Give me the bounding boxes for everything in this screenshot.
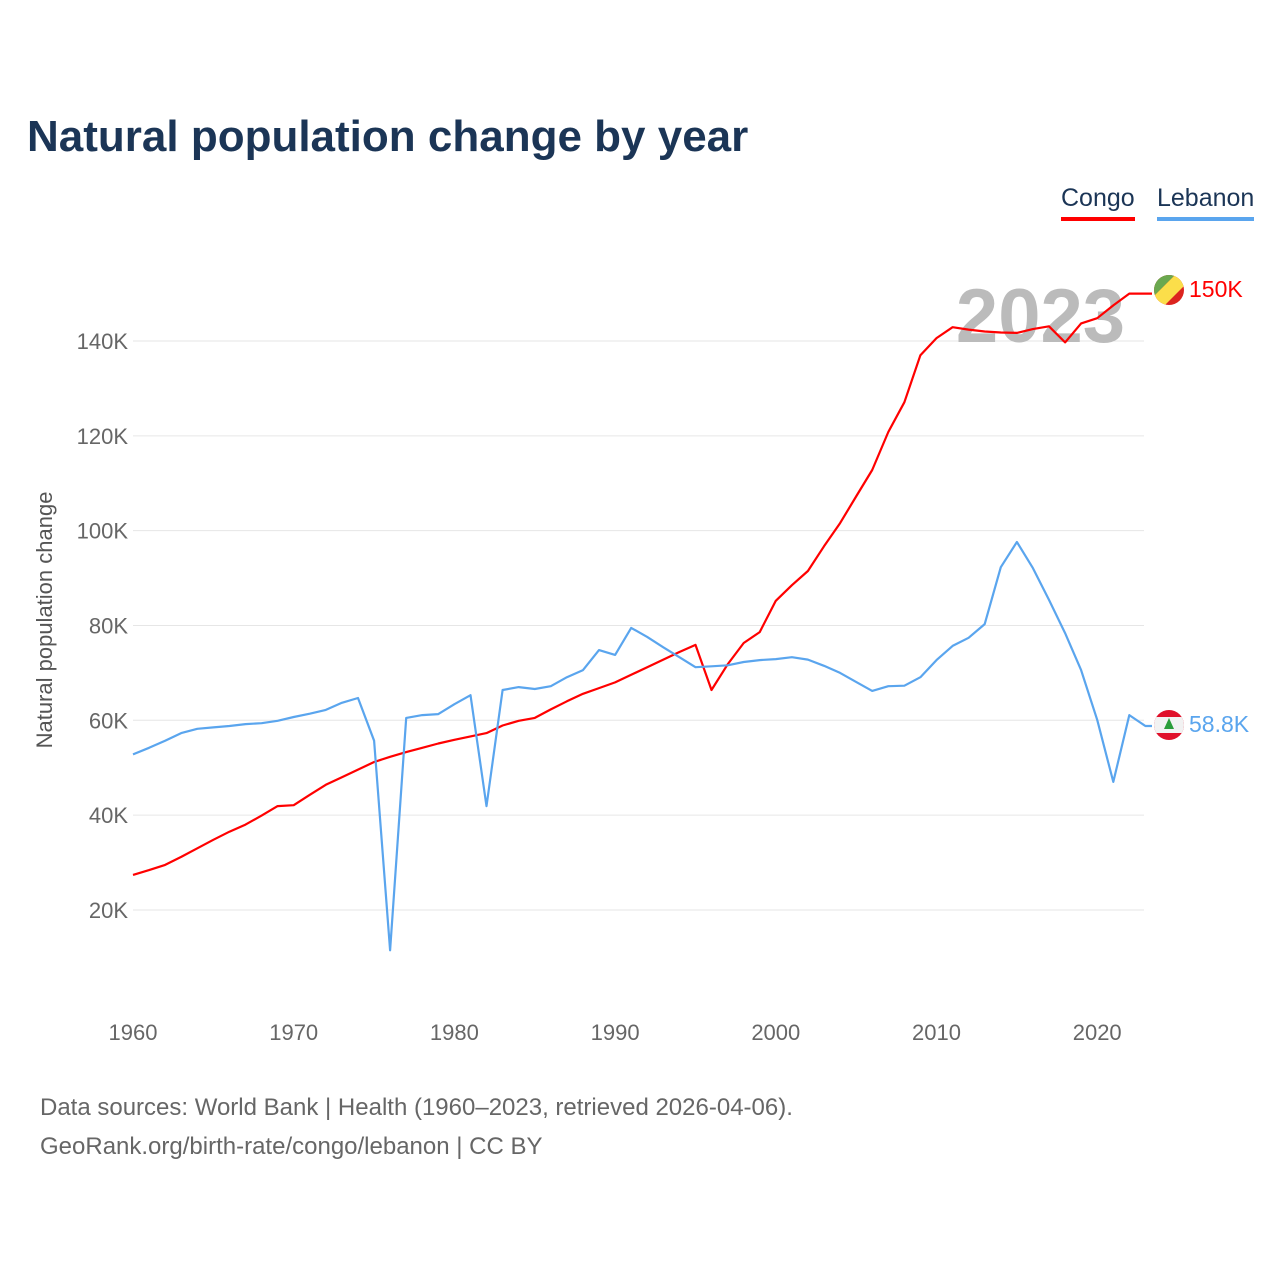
x-tick-label: 1980 bbox=[430, 1020, 479, 1045]
source-note: Data sources: World Bank | Health (1960–… bbox=[40, 1088, 793, 1166]
y-tick-label: 80K bbox=[89, 613, 128, 638]
legend-item-lebanon[interactable]: Lebanon bbox=[1157, 184, 1255, 221]
y-tick-label: 120K bbox=[77, 424, 129, 449]
y-tick-label: 140K bbox=[77, 329, 129, 354]
y-tick-label: 20K bbox=[89, 898, 128, 923]
source-line-1: Data sources: World Bank | Health (1960–… bbox=[40, 1094, 793, 1121]
x-tick-label: 2010 bbox=[912, 1020, 961, 1045]
y-tick-label: 40K bbox=[89, 803, 128, 828]
year-watermark: 2023 bbox=[956, 274, 1125, 359]
x-tick-label: 1990 bbox=[591, 1020, 640, 1045]
x-tick-label: 1960 bbox=[109, 1020, 158, 1045]
y-tick-label: 100K bbox=[77, 519, 129, 544]
lebanon-end-label: 58.8K bbox=[1189, 711, 1250, 737]
congo-flag-icon bbox=[1154, 275, 1184, 305]
x-tick-label: 2020 bbox=[1073, 1020, 1122, 1045]
series-line-congo bbox=[132, 292, 1152, 876]
source-line-2: GeoRank.org/birth-rate/congo/lebanon | C… bbox=[40, 1133, 543, 1160]
y-tick-label: 60K bbox=[89, 708, 128, 733]
congo-end-label: 150K bbox=[1189, 276, 1243, 302]
x-tick-label: 2000 bbox=[751, 1020, 800, 1045]
legend-item-congo[interactable]: Congo bbox=[1061, 184, 1135, 221]
series-line-lebanon bbox=[132, 540, 1152, 952]
x-tick-label: 1970 bbox=[269, 1020, 318, 1045]
y-axis-label: Natural population change bbox=[32, 492, 57, 749]
chart-title: Natural population change by year bbox=[27, 112, 749, 161]
lebanon-flag-icon bbox=[1154, 710, 1184, 740]
